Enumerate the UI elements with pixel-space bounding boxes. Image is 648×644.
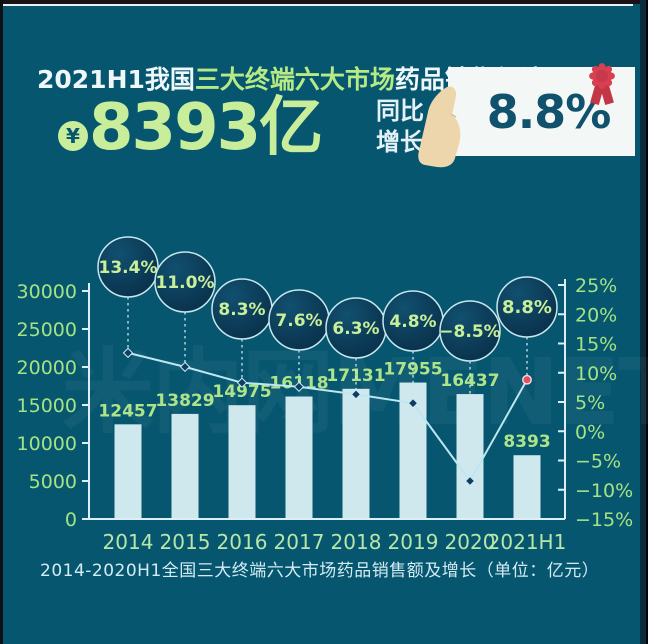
growth-bubble-label: 8.3% bbox=[218, 300, 265, 320]
left-axis-tick-label: 25000 bbox=[17, 319, 77, 341]
trend-marker bbox=[122, 347, 134, 359]
growth-bubble-label: 11.0% bbox=[156, 273, 215, 293]
growth-bubble-label: 7.6% bbox=[275, 311, 322, 331]
right-axis-tick-label: 25% bbox=[575, 275, 617, 297]
bar bbox=[171, 413, 199, 519]
pointing-hand-icon bbox=[418, 86, 461, 168]
year-label: 2019 bbox=[388, 530, 439, 554]
bar bbox=[228, 405, 256, 519]
trend-marker bbox=[293, 381, 305, 392]
bar bbox=[285, 396, 313, 519]
top-border bbox=[0, 0, 648, 4]
year-label: 2020 bbox=[445, 530, 496, 554]
total-sales-value: 8393亿 bbox=[89, 91, 323, 165]
right-axis-tick-label: 5% bbox=[575, 392, 605, 414]
trend-marker bbox=[407, 397, 419, 409]
total-sales-number: 8393 bbox=[89, 91, 261, 165]
right-axis-tick-label: 15% bbox=[575, 334, 617, 356]
right-axis-tick-label: −10% bbox=[575, 480, 633, 502]
growth-bubble-label: 8.8% bbox=[502, 297, 552, 318]
bar-value-label: 8393 bbox=[503, 432, 550, 452]
year-label: 2016 bbox=[217, 530, 268, 554]
year-label: 2014 bbox=[103, 530, 154, 554]
top-divider-line bbox=[3, 4, 633, 6]
yoy-label-line1: 同比 bbox=[376, 97, 424, 125]
growth-bubble-label: −8.5% bbox=[439, 322, 500, 342]
right-border bbox=[640, 0, 646, 644]
year-label: 2018 bbox=[331, 530, 382, 554]
bar-value-label: 13829 bbox=[155, 391, 214, 411]
left-axis-tick-label: 30000 bbox=[17, 281, 77, 303]
right-axis-tick-label: −15% bbox=[575, 509, 633, 531]
bar bbox=[513, 455, 541, 519]
year-label: 2017 bbox=[274, 530, 325, 554]
year-label: 2015 bbox=[160, 530, 211, 554]
growth-bubble bbox=[97, 236, 159, 298]
yuan-symbol: ¥ bbox=[66, 124, 80, 148]
right-axis-tick-label: 20% bbox=[575, 304, 617, 326]
title-highlight: 三大终端六大市场 bbox=[194, 65, 395, 94]
left-axis-tick-label: 0 bbox=[65, 509, 77, 531]
right-axis-tick-label: 10% bbox=[575, 363, 617, 385]
yuan-coin-icon: ¥ bbox=[58, 121, 88, 151]
growth-bubble-label: 13.4% bbox=[99, 258, 158, 278]
trend-marker bbox=[464, 475, 476, 487]
left-axis-tick-label: 5000 bbox=[29, 471, 77, 493]
left-axis-tick-label: 15000 bbox=[17, 395, 77, 417]
right-border-outer bbox=[646, 0, 648, 644]
hand-detail bbox=[450, 113, 457, 118]
growth-bubble bbox=[154, 251, 216, 313]
trend-marker bbox=[236, 377, 248, 388]
left-axis-tick-label: 10000 bbox=[17, 433, 77, 455]
left-axis-tick-label: 20000 bbox=[17, 357, 77, 379]
growth-trend-line bbox=[127, 351, 528, 483]
bar bbox=[342, 388, 370, 519]
trend-marker bbox=[350, 389, 362, 400]
growth-bubble bbox=[496, 276, 558, 338]
growth-bubble bbox=[439, 300, 501, 362]
ribbon-rosette bbox=[589, 63, 615, 89]
bar bbox=[456, 394, 484, 519]
hand-shape bbox=[418, 86, 461, 168]
award-ribbon-icon bbox=[589, 63, 615, 105]
trend-marker bbox=[179, 361, 191, 373]
year-label: 2021H1 bbox=[488, 530, 567, 554]
bar-value-label: 17131 bbox=[326, 366, 385, 386]
title-prefix: 2021H1我国 bbox=[37, 65, 195, 94]
left-border bbox=[0, 0, 3, 644]
bar-value-label: 14975 bbox=[212, 382, 271, 402]
yoy-growth-value: 8.8% bbox=[486, 84, 612, 139]
growth-bubble-label: 4.8% bbox=[389, 312, 436, 332]
yoy-growth-label: 同比 增长 bbox=[340, 96, 424, 158]
right-axis-tick-label: −5% bbox=[575, 451, 621, 473]
bar bbox=[114, 424, 142, 519]
bar-value-label: 12457 bbox=[98, 401, 157, 421]
growth-bubble-label: 6.3% bbox=[332, 319, 379, 339]
right-axis-tick-label: 0% bbox=[575, 421, 605, 443]
yoy-label-line2: 增长 bbox=[376, 128, 424, 156]
total-sales-unit: 亿 bbox=[259, 91, 323, 165]
trend-marker-current bbox=[522, 374, 532, 385]
chart-caption: 2014-2020H1全国三大终端六大市场药品销售额及增长（单位：亿元） bbox=[40, 561, 600, 581]
